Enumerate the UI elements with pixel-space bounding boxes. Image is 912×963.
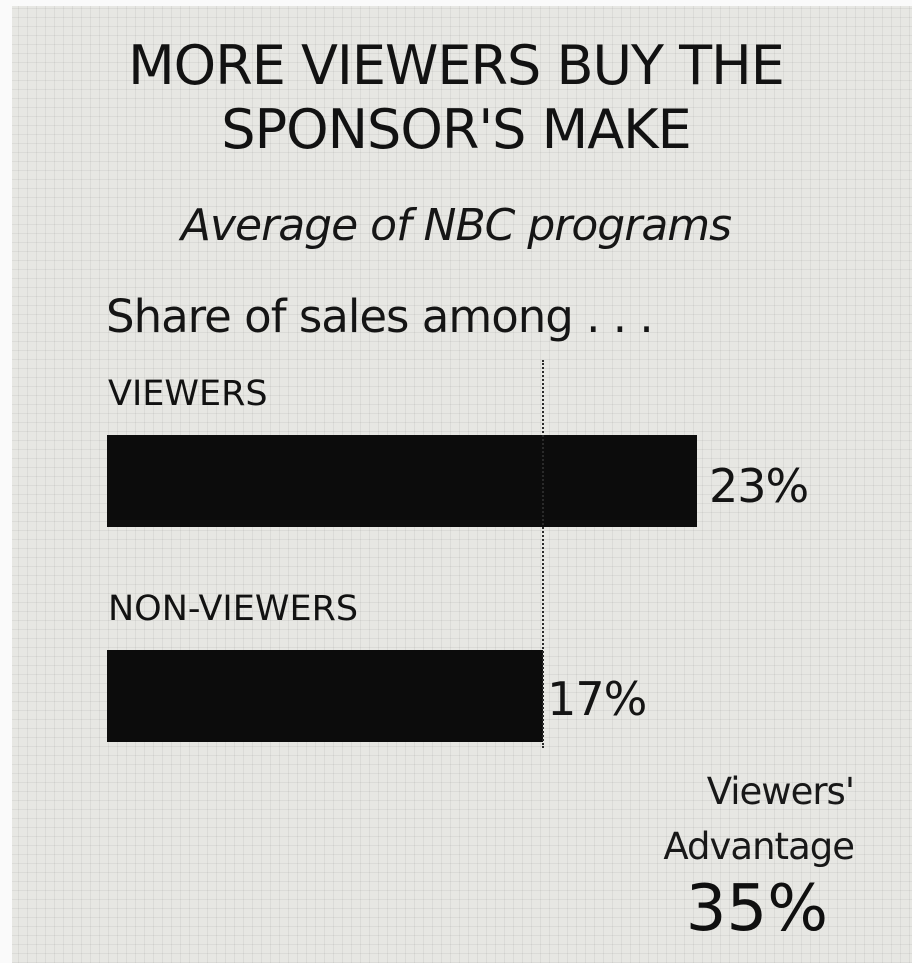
page-edge-top xyxy=(0,0,912,6)
advantage-value: 35% xyxy=(685,872,828,946)
advantage-label-line-2: Advantage xyxy=(663,825,855,868)
category-label-non-viewers: NON-VIEWERS xyxy=(108,589,359,629)
bar-non-viewers xyxy=(107,650,544,742)
bar-viewers xyxy=(107,435,697,527)
chart-subtitle: Average of NBC programs xyxy=(180,200,732,251)
chart-title-line-1: MORE VIEWERS BUY THE xyxy=(128,34,785,97)
value-label-non-viewers: 17% xyxy=(547,672,647,726)
advantage-label-line-1: Viewers' xyxy=(706,770,855,813)
category-label-viewers: VIEWERS xyxy=(108,374,268,414)
reference-line xyxy=(542,360,545,748)
value-label-viewers: 23% xyxy=(709,459,809,513)
chart-title-line-2: SPONSOR'S MAKE xyxy=(221,98,691,161)
measure-label: Share of sales among . . . xyxy=(106,290,654,343)
page-edge-left xyxy=(0,0,12,963)
